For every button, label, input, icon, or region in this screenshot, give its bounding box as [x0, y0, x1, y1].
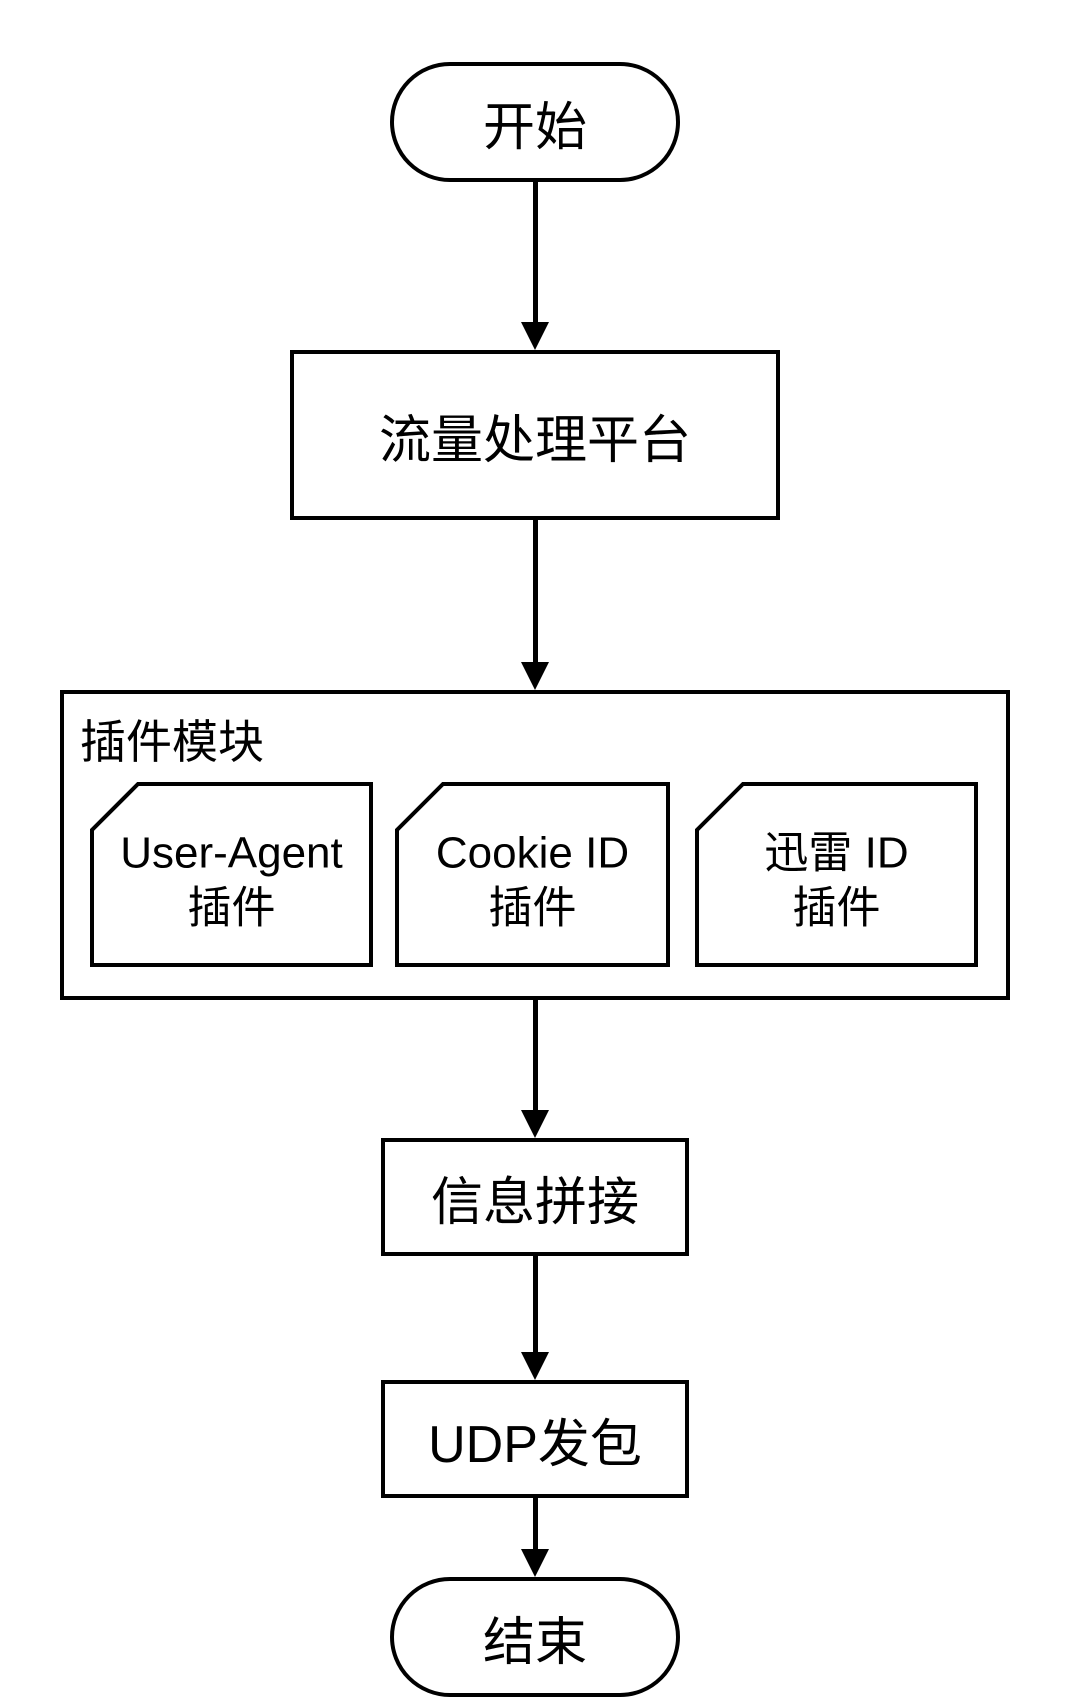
- arrow-head-icon: [521, 662, 549, 690]
- traffic-platform-node: 流量处理平台: [290, 350, 780, 520]
- udp-send-node: UDP发包: [381, 1380, 689, 1498]
- info-concat-node: 信息拼接: [381, 1138, 689, 1256]
- plugin-label: Cookie ID 插件: [395, 825, 670, 935]
- plugin-label: User-Agent 插件: [90, 825, 373, 935]
- arrow-head-icon: [521, 1110, 549, 1138]
- plugin-module-label: 插件模块: [80, 706, 264, 772]
- arrow-head-icon: [521, 1352, 549, 1380]
- arrow-line: [533, 1000, 538, 1110]
- plugin-xunlei-id: 迅雷 ID 插件: [695, 782, 978, 967]
- arrow-line: [533, 520, 538, 662]
- arrow-head-icon: [521, 1549, 549, 1577]
- arrow-head-icon: [521, 322, 549, 350]
- start-node: 开始: [390, 62, 680, 182]
- plugin-label: 迅雷 ID 插件: [695, 825, 978, 935]
- plugin-user-agent: User-Agent 插件: [90, 782, 373, 967]
- end-node: 结束: [390, 1577, 680, 1697]
- arrow-line: [533, 1256, 538, 1352]
- plugin-cookie-id: Cookie ID 插件: [395, 782, 670, 967]
- arrow-line: [533, 1498, 538, 1549]
- arrow-line: [533, 182, 538, 322]
